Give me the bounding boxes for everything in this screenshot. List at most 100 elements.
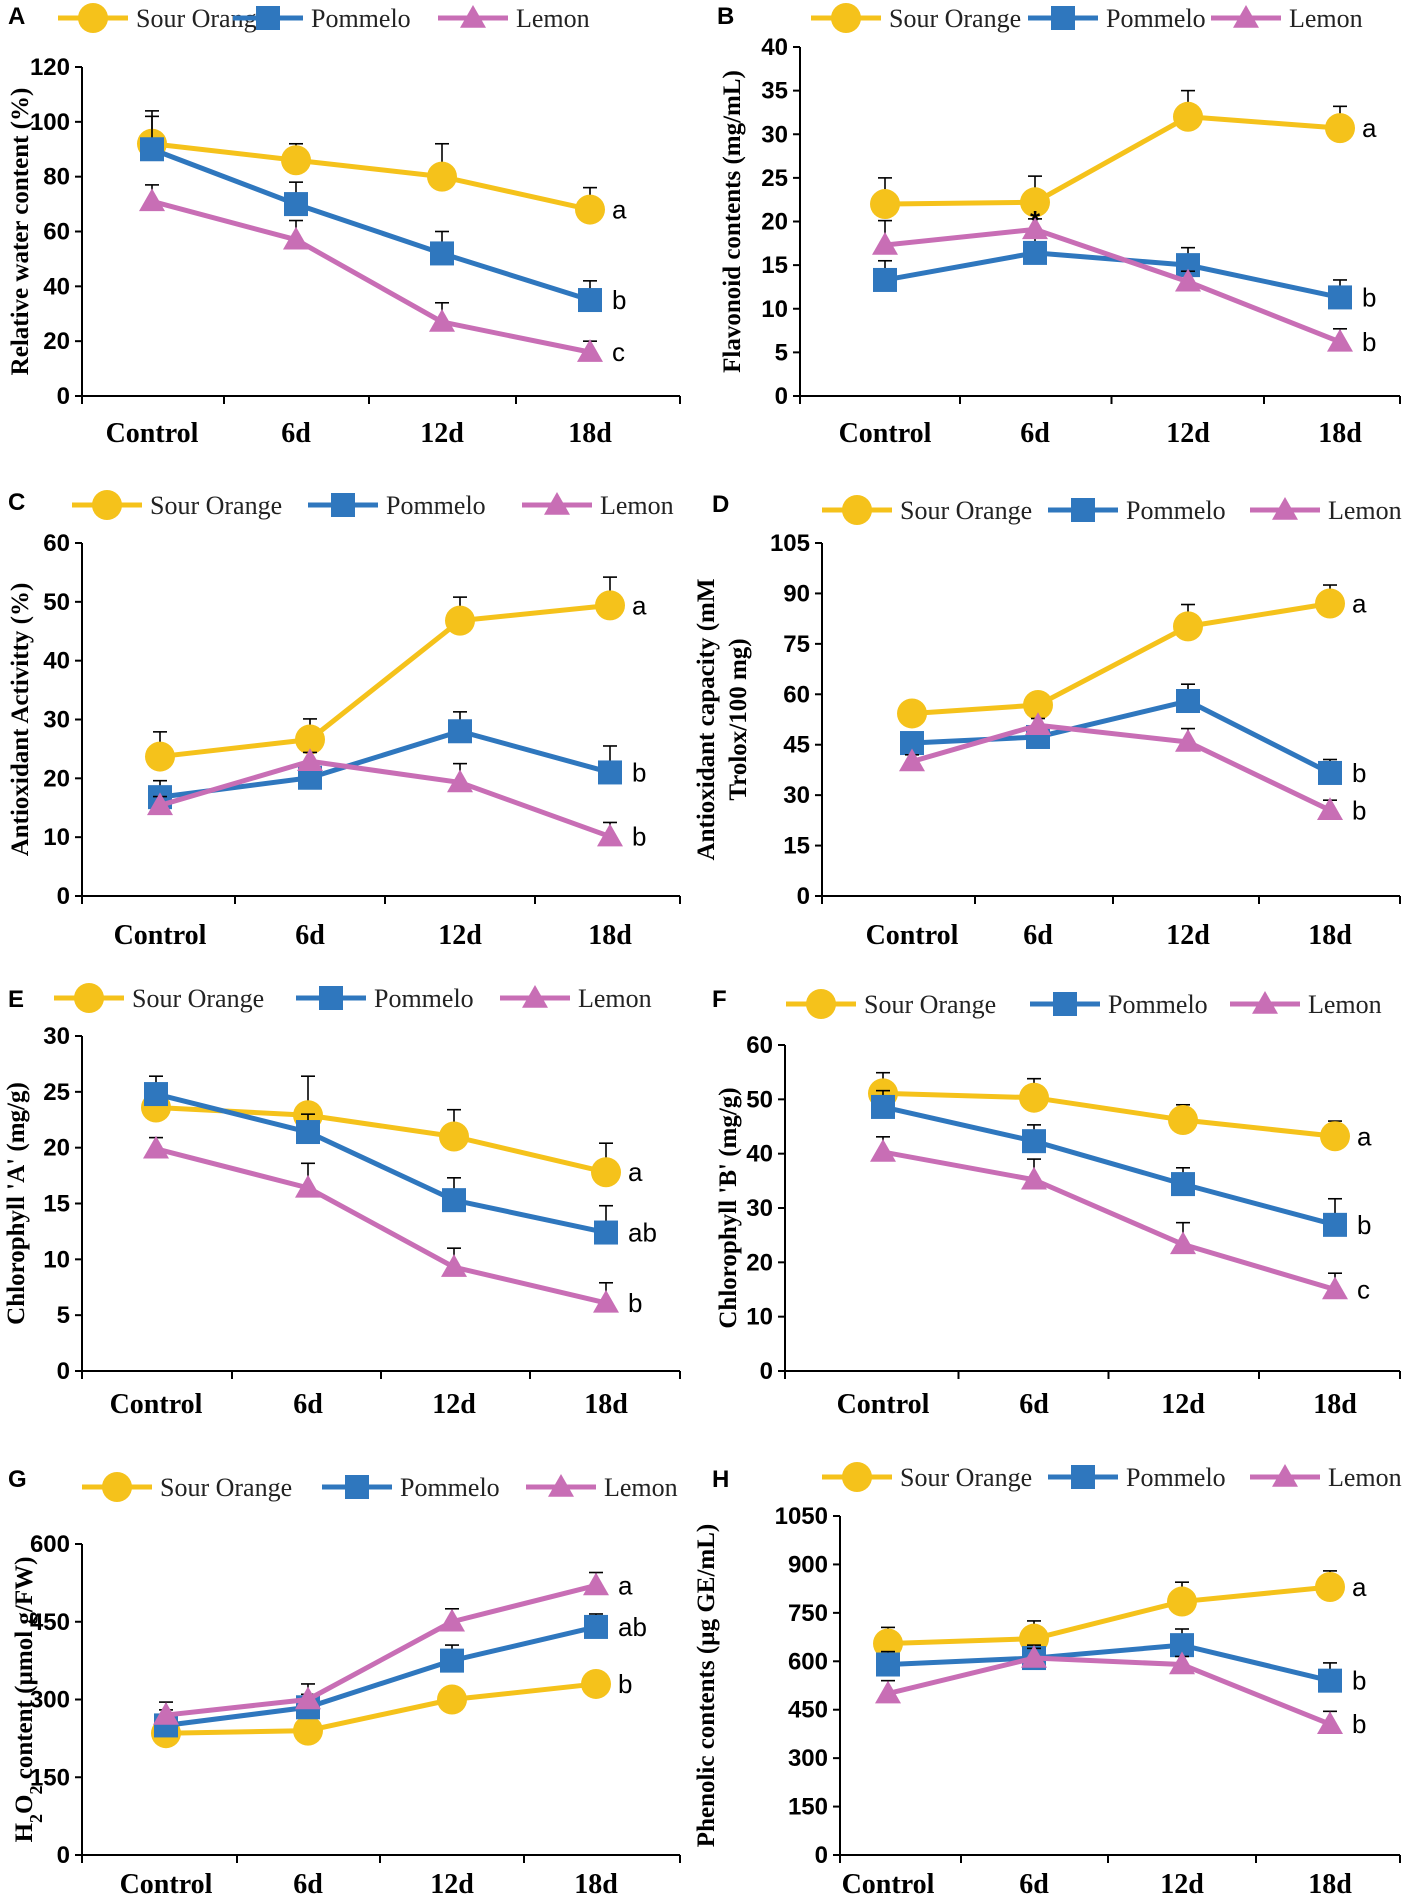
series-lemon: a xyxy=(153,1570,633,1725)
legend: Sour Orange Pommelo Lemon xyxy=(54,983,652,1013)
legend-marker-sour-orange xyxy=(74,983,104,1013)
y-tick-label: 15 xyxy=(761,252,788,279)
significance-label: b xyxy=(618,1669,632,1699)
y-axis-label-line: Antioxidant capacity (mM xyxy=(693,579,720,861)
x-tick-label: 18d xyxy=(588,920,632,951)
series-line xyxy=(165,1624,597,1728)
y-tick-label: 0 xyxy=(57,383,70,410)
data-point xyxy=(597,823,623,847)
data-point xyxy=(293,1715,323,1746)
panel-c: C Sour Orange Pommelo Lemon 0 10 20 30 40 50 60 Con… xyxy=(7,489,681,951)
y-tick-label: 20 xyxy=(761,209,788,236)
series-line xyxy=(884,250,1341,300)
data-point xyxy=(440,1648,464,1673)
y-tick-label: 5 xyxy=(775,339,788,366)
data-point xyxy=(442,1188,466,1213)
y-tick-label: 60 xyxy=(43,219,70,246)
panel-a: A Sour Orange Pommelo Lemon020406080100120C… xyxy=(7,3,681,449)
y-tick-label: 10 xyxy=(746,1304,773,1331)
data-point xyxy=(145,741,175,772)
legend-label: Pommelo xyxy=(311,4,411,33)
data-point xyxy=(1317,797,1343,821)
data-point xyxy=(139,188,165,212)
series-line xyxy=(882,1090,1336,1139)
y-axis-label: Flavonoid contents (mg/mL) xyxy=(719,70,746,373)
x-tick-label: 6d xyxy=(293,1869,323,1896)
y-axis-label: Relative water content (%) xyxy=(7,88,34,376)
data-point xyxy=(441,1254,467,1277)
y-tick-label: 150 xyxy=(30,1764,70,1791)
data-point xyxy=(1322,1276,1348,1300)
series-line xyxy=(155,1091,607,1235)
y-axis-label-part: content (µmol g/FW) xyxy=(11,1557,38,1786)
data-point xyxy=(1021,1166,1047,1190)
data-point xyxy=(1315,1572,1345,1603)
data-point xyxy=(583,1572,609,1596)
panel-g: G Sour Orange Pommelo Lemon 0 150 300 450 600 Con… xyxy=(8,1466,681,1896)
series-sour-orange: a xyxy=(870,89,1377,220)
legend-label: Lemon xyxy=(578,984,652,1013)
legend: Sour Orange Pommelo Lemon xyxy=(811,3,1363,33)
legend-marker-pommelo xyxy=(1053,992,1077,1016)
panel-b: B Sour Orange Pommelo Lemon 0 5 10 15 20 25 30 35 40… xyxy=(717,3,1401,449)
x-tick-label: Control xyxy=(842,1869,935,1896)
x-tick-label: 18d xyxy=(1313,1389,1357,1420)
data-point xyxy=(584,1614,608,1639)
panel-e: E Sour Orange Pommelo Lemon 0 5 10 15 20 25 30 Cont… xyxy=(3,983,681,1420)
y-tick-label: 0 xyxy=(57,1842,70,1869)
data-point xyxy=(1173,611,1203,642)
data-point xyxy=(445,605,475,636)
significance-label: b xyxy=(632,822,646,852)
y-tick-label: 60 xyxy=(43,530,70,557)
data-point xyxy=(873,1628,903,1659)
series-line xyxy=(151,146,591,303)
series-pommelo: ab xyxy=(154,1612,647,1738)
legend-label: Lemon xyxy=(600,491,674,520)
significance-label: a xyxy=(1357,1121,1372,1151)
series-lemon: b xyxy=(875,1645,1366,1739)
legend-marker-pommelo xyxy=(331,493,355,517)
data-point xyxy=(283,226,309,250)
panel-letter: D xyxy=(712,491,729,518)
data-point xyxy=(147,792,173,816)
y-tick-label: 20 xyxy=(746,1249,773,1276)
x-tick-label: 6d xyxy=(1020,418,1050,449)
significance-label: a xyxy=(628,1157,643,1187)
data-point xyxy=(1169,1651,1195,1675)
data-point xyxy=(870,1139,896,1162)
y-tick-label: 15 xyxy=(43,1191,70,1218)
x-tick-label: 18d xyxy=(1318,418,1362,449)
legend-marker-pommelo xyxy=(1071,1465,1095,1489)
y-axis-label-part: O xyxy=(11,1795,38,1814)
data-point xyxy=(1176,689,1200,714)
legend-label: Lemon xyxy=(516,4,590,33)
x-tick-label: 12d xyxy=(1166,920,1210,951)
legend-label: Sour Orange xyxy=(900,1463,1032,1492)
legend-label: Sour Orange xyxy=(864,990,996,1019)
x-tick-label: Control xyxy=(839,418,932,449)
y-tick-label: 450 xyxy=(30,1609,70,1636)
legend-label: Pommelo xyxy=(1126,1463,1226,1492)
series-line xyxy=(159,728,611,800)
x-tick-label: Control xyxy=(106,418,199,449)
y-tick-label: 600 xyxy=(30,1531,70,1558)
series-line xyxy=(884,226,1341,345)
x-tick-label: 12d xyxy=(432,1389,476,1420)
data-point xyxy=(594,1220,618,1245)
y-axis-label: Phenolic contents (µg GE/mL) xyxy=(693,1524,720,1847)
data-point xyxy=(1022,1129,1046,1154)
data-point xyxy=(1171,1172,1195,1197)
data-point xyxy=(1022,216,1048,240)
series-line xyxy=(159,758,611,839)
series-lemon: c xyxy=(870,1136,1370,1305)
y-tick-label: 90 xyxy=(783,580,810,607)
series-sour-orange: a xyxy=(897,584,1367,729)
y-tick-label: 0 xyxy=(57,1358,70,1385)
y-tick-label: 600 xyxy=(788,1648,828,1675)
y-tick-label: 30 xyxy=(746,1195,773,1222)
x-tick-label: 18d xyxy=(574,1869,618,1896)
data-point xyxy=(1318,760,1342,785)
y-tick-label: 60 xyxy=(783,681,810,708)
y-tick-label: 5 xyxy=(57,1302,70,1329)
series-line xyxy=(159,602,611,760)
